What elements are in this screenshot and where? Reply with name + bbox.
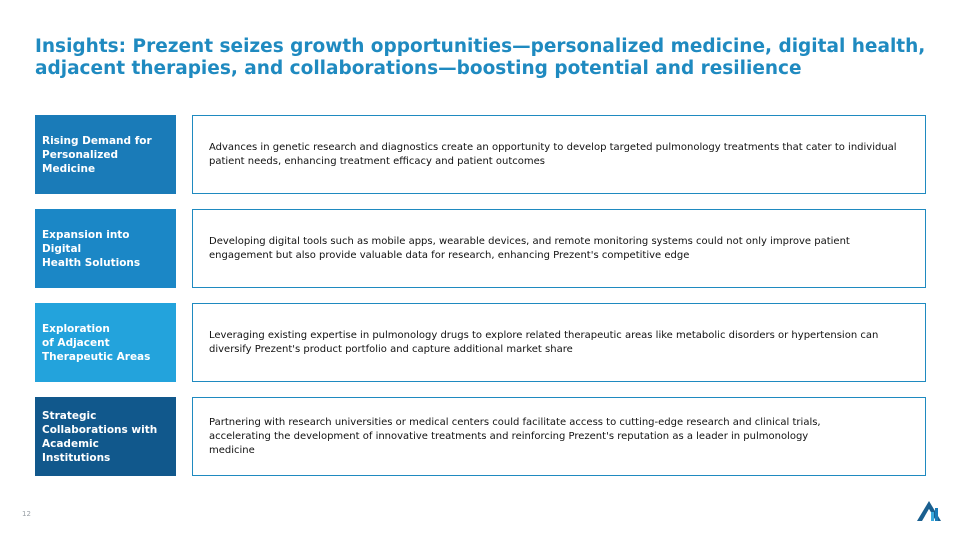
insight-description: Leveraging existing expertise in pulmono…: [209, 329, 879, 355]
insight-label: Rising Demand for Personalized Medicine: [35, 115, 176, 194]
insight-description: Advances in genetic research and diagnos…: [209, 141, 897, 167]
insight-description-box: Partnering with research universities or…: [192, 397, 926, 476]
insight-description-box: Advances in genetic research and diagnos…: [192, 115, 926, 194]
insight-label: Exploration of Adjacent Therapeutic Area…: [35, 303, 176, 382]
insight-row-personalized-medicine: Rising Demand for Personalized Medicine …: [35, 115, 926, 194]
insight-row-adjacent-therapeutic-areas: Exploration of Adjacent Therapeutic Area…: [35, 303, 926, 382]
slide-title: Insights: Prezent seizes growth opportun…: [35, 36, 926, 79]
page-number: 12: [22, 510, 31, 518]
insight-description: Partnering with research universities or…: [209, 416, 821, 456]
insight-description-box: Leveraging existing expertise in pulmono…: [192, 303, 926, 382]
insight-label: Strategic Collaborations with Academic I…: [35, 397, 176, 476]
insight-description-box: Developing digital tools such as mobile …: [192, 209, 926, 288]
insight-row-digital-health: Expansion into Digital Health Solutions …: [35, 209, 926, 288]
insight-description: Developing digital tools such as mobile …: [209, 235, 850, 261]
prezent-logo-icon: [917, 501, 941, 521]
insight-label: Expansion into Digital Health Solutions: [35, 209, 176, 288]
insight-row-strategic-collaborations: Strategic Collaborations with Academic I…: [35, 397, 926, 476]
